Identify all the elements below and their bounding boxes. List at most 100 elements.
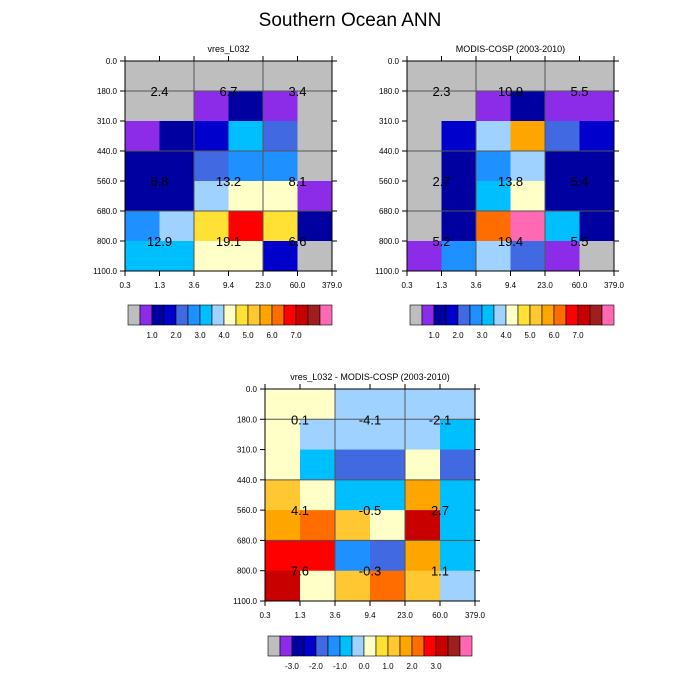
data-label: 2.7 (432, 174, 450, 189)
heatmap-cell (159, 61, 195, 92)
colorbar-label: 4.0 (218, 331, 230, 340)
heatmap-cell (300, 479, 336, 511)
heatmap-cell (407, 121, 442, 152)
colorbar-label: -1.0 (333, 662, 347, 671)
colorbar-segment (457, 304, 471, 326)
panel-title: MODIS-COSP (2003-2010) (456, 44, 565, 54)
heatmap-cell (263, 121, 298, 152)
heatmap-cell (300, 540, 336, 572)
heatmap-cell (510, 241, 546, 272)
x-tick-label: 379.0 (465, 611, 486, 620)
colorbar-segment (339, 635, 353, 657)
colorbar-label: 1.0 (146, 331, 158, 340)
heatmap-cell (510, 211, 546, 242)
heatmap-cell (159, 241, 195, 272)
heatmap-cell (476, 121, 511, 152)
heatmap-cell (194, 91, 229, 122)
panel-2: MODIS-COSP (2003-2010) 0.0 180.0 310.0 440.0… (375, 44, 624, 340)
colorbar-segment (447, 635, 461, 657)
heatmap-cell (265, 570, 301, 602)
heatmap-cell (300, 570, 336, 602)
colorbar-label: 3.0 (430, 662, 442, 671)
colorbar-segment (139, 304, 153, 326)
y-tick-label: 1100.0 (233, 597, 257, 606)
colorbar-segment (259, 304, 273, 326)
colorbar-label: 2.0 (170, 331, 182, 340)
colorbar-segment (295, 304, 309, 326)
x-tick-label: 1.3 (294, 611, 306, 620)
data-label: 1.1 (431, 564, 449, 579)
colorbar-label: 7.0 (290, 331, 302, 340)
colorbar-label: 2.0 (406, 662, 418, 671)
x-tick-label: 23.0 (537, 281, 553, 290)
heatmap-cell (335, 449, 371, 481)
data-label: -4.1 (359, 412, 381, 427)
colorbar-label: -3.0 (285, 662, 299, 671)
heatmap-cell (228, 151, 264, 182)
x-tick-label: 23.0 (255, 281, 271, 290)
data-label: 5.2 (432, 234, 450, 249)
y-tick-label: 180.0 (237, 415, 258, 424)
page-title: Southern Ocean ANN (258, 10, 442, 31)
heatmap-cell (579, 241, 615, 272)
y-tick-label: 800.0 (379, 237, 400, 246)
data-label: 2.4 (150, 84, 168, 99)
y-tick-label: 1100.0 (375, 267, 399, 276)
y-tick-label: 0.0 (246, 385, 258, 394)
heatmap-cell (370, 510, 406, 541)
y-tick-label: 1100.0 (93, 267, 117, 276)
heatmap-cell (159, 181, 195, 212)
heatmap-cell (265, 540, 301, 572)
heatmap-cell (265, 479, 301, 511)
data-label: 5.5 (570, 234, 588, 249)
heatmap-cell (441, 121, 477, 152)
heatmap-cell (441, 211, 477, 242)
data-label: 2.7 (431, 503, 449, 518)
colorbar-segment (421, 304, 435, 326)
heatmap-cell (297, 181, 333, 212)
y-tick-label: 310.0 (237, 446, 258, 455)
heatmap-cell (579, 181, 615, 212)
heatmap-cell (440, 510, 476, 541)
colorbar-segment (565, 304, 579, 326)
heatmap-cell (545, 121, 580, 152)
heatmap-cell (263, 241, 298, 272)
heatmap-cell (441, 151, 477, 182)
y-tick-label: 680.0 (379, 207, 400, 216)
y-tick-label: 0.0 (106, 57, 118, 66)
y-tick-label: 800.0 (97, 237, 118, 246)
colorbar-segment (351, 635, 365, 657)
heatmap-cell (125, 151, 160, 182)
heatmap-cell (510, 151, 546, 182)
x-tick-label: 9.4 (364, 611, 376, 620)
heatmap-cell (194, 121, 229, 152)
heatmap-cell (228, 181, 264, 212)
x-tick-label: 0.3 (259, 611, 271, 620)
heatmap-cell (407, 91, 442, 122)
colorbar-segment (529, 304, 543, 326)
heatmap-cell (405, 389, 441, 420)
heatmap-cell (441, 91, 477, 122)
heatmap-cell (440, 389, 476, 420)
heatmap-cell (194, 181, 229, 212)
heatmap-cell (440, 540, 476, 572)
colorbar-label: 6.0 (548, 331, 560, 340)
colorbar-segment (211, 304, 225, 326)
heatmap-cell (407, 241, 442, 272)
x-tick-label: 1.3 (436, 281, 448, 290)
data-label: 6.6 (288, 234, 306, 249)
x-tick-label: 60.0 (290, 281, 306, 290)
x-tick-label: 1.3 (154, 281, 166, 290)
data-label: 6.8 (150, 174, 168, 189)
heatmap-cell (545, 61, 580, 92)
heatmap-cell (228, 91, 264, 122)
colorbar-segment (307, 304, 321, 326)
heatmap-cell (265, 419, 301, 451)
colorbar-segment (267, 635, 281, 657)
x-tick-label: 379.0 (322, 281, 343, 290)
colorbar-segment (271, 304, 285, 326)
heatmap-cell (370, 389, 406, 420)
heatmap-cell (297, 91, 333, 122)
heatmap-cell (545, 91, 580, 122)
colorbar-segment (435, 635, 449, 657)
